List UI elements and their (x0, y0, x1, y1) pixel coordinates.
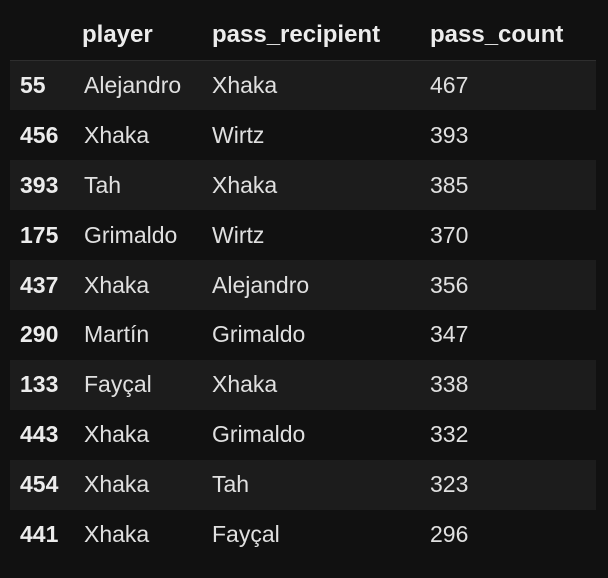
header-pass-count: pass_count (420, 10, 596, 61)
table-row: 456 Xhaka Wirtz 393 (10, 110, 596, 161)
player-cell: Grimaldo (84, 221, 178, 248)
table-row: 437 Xhaka Alejandro 356 (10, 260, 596, 310)
pass-recipient-cell: Alejandro (212, 271, 310, 298)
row-index-cell: 443 (20, 421, 59, 448)
pass-recipient-cell: Xhaka (212, 171, 278, 198)
row-index-cell: 441 (20, 520, 59, 547)
header-pass-recipient: pass_recipient (202, 10, 420, 61)
pass-recipient-cell: Tah (212, 471, 250, 498)
row-index-cell: 55 (20, 72, 46, 99)
table-row: 290 Martín Grimaldo 347 (10, 309, 596, 360)
pass-count-cell: 393 (430, 121, 469, 148)
pass-recipient-cell: Grimaldo (212, 321, 306, 348)
table-row: 454 Xhaka Tah 323 (10, 459, 596, 510)
player-cell: Tah (84, 171, 122, 198)
pass-count-cell: 323 (430, 471, 469, 498)
pass-count-cell: 332 (430, 421, 469, 448)
table-body: 55 Alejandro Xhaka 467 456 Xhaka Wirtz 393 393 Ta… (10, 60, 596, 560)
row-index-cell: 437 (20, 271, 59, 298)
dataframe-output: player pass_recipient pass_count 55 Aleja… (10, 10, 596, 560)
pass-count-cell: 296 (430, 520, 469, 547)
pass-recipient-cell: Wirtz (212, 221, 265, 248)
player-cell: Fayçal (84, 371, 152, 398)
table-row: 175 Grimaldo Wirtz 370 (10, 210, 596, 261)
table-row: 55 Alejandro Xhaka 467 (10, 60, 596, 111)
table-row: 443 Xhaka Grimaldo 332 (10, 409, 596, 460)
row-index-cell: 456 (20, 121, 59, 148)
row-index-cell: 290 (20, 321, 59, 348)
player-cell: Xhaka (84, 121, 150, 148)
row-index-cell: 454 (20, 471, 59, 498)
player-cell: Xhaka (84, 520, 150, 547)
row-index-cell: 175 (20, 221, 59, 248)
dataframe-table: player pass_recipient pass_count 55 Aleja… (10, 10, 596, 560)
player-cell: Xhaka (84, 421, 150, 448)
pass-count-cell: 467 (430, 72, 469, 99)
table-row: 441 Xhaka Fayçal 296 (10, 509, 596, 560)
player-cell: Xhaka (84, 471, 150, 498)
pass-recipient-cell: Xhaka (212, 371, 278, 398)
pass-recipient-cell: Xhaka (212, 72, 278, 99)
header-index (10, 10, 72, 61)
player-cell: Xhaka (84, 271, 150, 298)
pass-count-cell: 385 (430, 171, 469, 198)
pass-count-cell: 370 (430, 221, 469, 248)
table-row: 393 Tah Xhaka 385 (10, 160, 596, 211)
row-index-cell: 393 (20, 171, 59, 198)
header-player: player (72, 10, 202, 61)
row-index-cell: 133 (20, 371, 59, 398)
pass-recipient-cell: Fayçal (212, 520, 280, 547)
table-row: 133 Fayçal Xhaka 338 (10, 359, 596, 410)
pass-count-cell: 356 (430, 271, 469, 298)
pass-count-cell: 338 (430, 371, 469, 398)
pass-recipient-cell: Grimaldo (212, 421, 306, 448)
table-header: player pass_recipient pass_count (10, 10, 596, 61)
pass-recipient-cell: Wirtz (212, 121, 265, 148)
player-cell: Martín (84, 321, 150, 348)
pass-count-cell: 347 (430, 321, 469, 348)
player-cell: Alejandro (84, 72, 182, 99)
header-row: player pass_recipient pass_count (10, 10, 596, 61)
